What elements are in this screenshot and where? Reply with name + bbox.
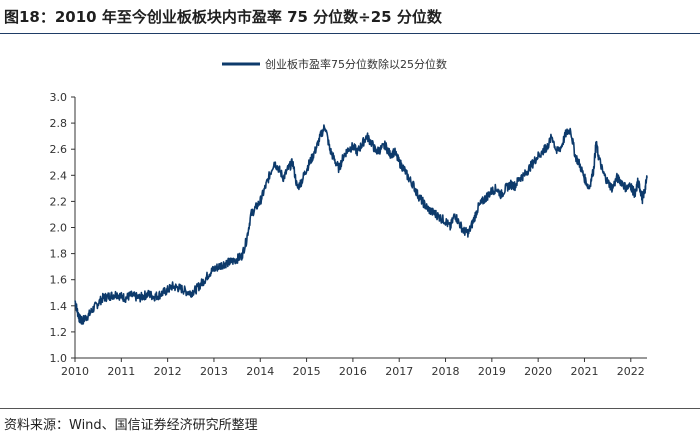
x-tick-label: 2013 bbox=[200, 365, 228, 378]
y-tick-label: 3.0 bbox=[50, 91, 68, 104]
figure-title: 图18：2010 年至今创业板板块内市盈率 75 分位数÷25 分位数 bbox=[4, 8, 442, 26]
x-tick-label: 2020 bbox=[524, 365, 552, 378]
x-tick-label: 2014 bbox=[246, 365, 274, 378]
y-tick-label: 2.0 bbox=[50, 222, 68, 235]
x-tick-label: 2010 bbox=[61, 365, 89, 378]
x-tick-label: 2017 bbox=[385, 365, 413, 378]
x-tick-label: 2022 bbox=[617, 365, 645, 378]
title-rule bbox=[0, 33, 700, 34]
source-rule bbox=[0, 408, 700, 409]
y-axis-ticks: 1.0 1.2 1.4 1.6 1.8 2.0 2.2 2.4 2.6 2.8 3.0 bbox=[50, 91, 75, 365]
x-tick-label: 2019 bbox=[478, 365, 506, 378]
y-tick-label: 1.6 bbox=[50, 274, 68, 287]
x-tick-label: 2016 bbox=[339, 365, 367, 378]
y-tick-label: 2.6 bbox=[50, 143, 68, 156]
y-tick-label: 1.8 bbox=[50, 248, 68, 261]
x-tick-label: 2012 bbox=[154, 365, 182, 378]
y-tick-label: 1.2 bbox=[50, 326, 68, 339]
line-chart: 创业板市盈率75分位数除以25分位数 1.0 1.2 1.4 1.6 1.8 2.0 2.2… bbox=[50, 57, 648, 378]
legend-label: 创业板市盈率75分位数除以25分位数 bbox=[265, 57, 447, 71]
x-tick-label: 2018 bbox=[432, 365, 460, 378]
y-tick-label: 2.8 bbox=[50, 117, 68, 130]
x-tick-label: 2011 bbox=[107, 365, 135, 378]
y-tick-label: 1.0 bbox=[50, 352, 68, 365]
source-note: 资料来源：Wind、国信证券经济研究所整理 bbox=[4, 418, 258, 433]
y-tick-label: 1.4 bbox=[50, 300, 68, 313]
x-tick-label: 2015 bbox=[293, 365, 321, 378]
x-tick-label: 2021 bbox=[570, 365, 598, 378]
y-tick-label: 2.2 bbox=[50, 195, 68, 208]
x-axis-ticks: 2010 2011 2012 2013 2014 2015 2016 2017 2018 2019… bbox=[61, 358, 645, 378]
chart-axes bbox=[74, 97, 647, 359]
series-line-pe-ratio bbox=[74, 124, 648, 325]
y-tick-label: 2.4 bbox=[50, 169, 68, 182]
chart-legend: 创业板市盈率75分位数除以25分位数 bbox=[222, 57, 447, 71]
